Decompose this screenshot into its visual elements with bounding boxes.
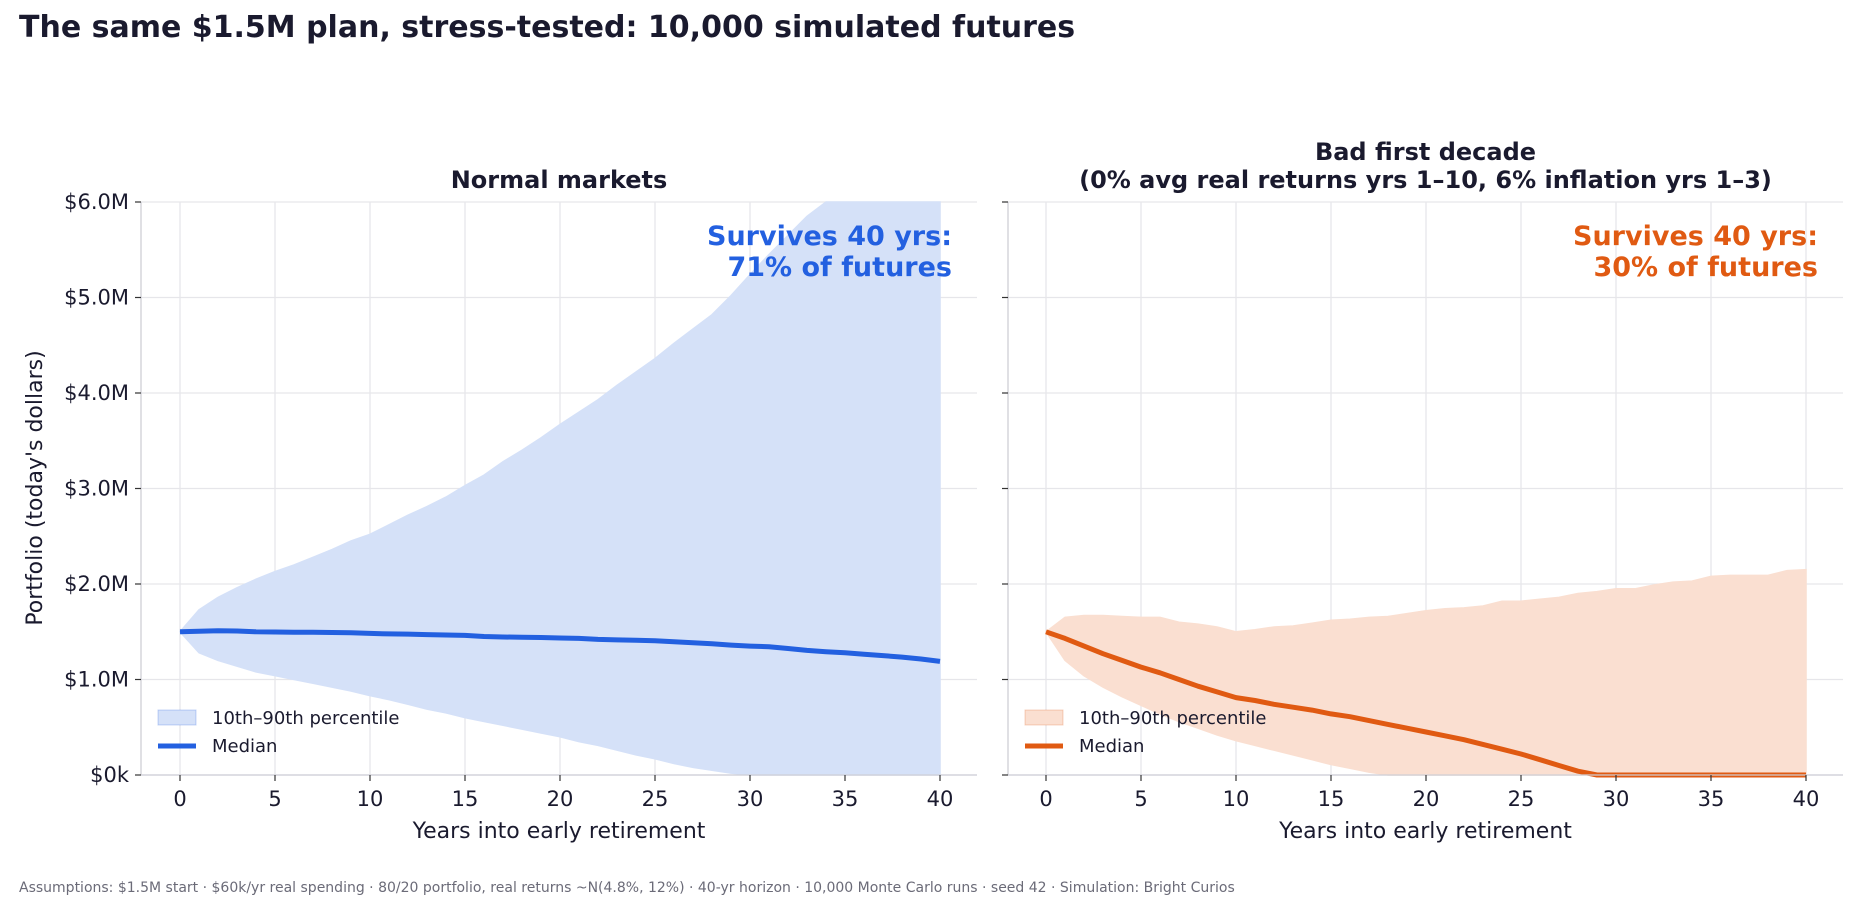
legend-band-swatch — [1024, 709, 1064, 726]
legend-band-label: 10th–90th percentile — [1079, 708, 1266, 729]
panel-title: Bad first decade (0% avg real returns yrs… — [1079, 138, 1772, 194]
y-tick-marks — [1002, 201, 1008, 776]
panel-title: Normal markets — [451, 166, 668, 194]
panel-title-line: Normal markets — [451, 166, 668, 194]
y-axis-label: Portfolio (today's dollars) — [23, 350, 48, 625]
x-tick-label: 30 — [1603, 787, 1630, 811]
legend-band-label: 10th–90th percentile — [212, 708, 399, 729]
x-axis-label: Years into early retirement — [412, 819, 706, 844]
legend-band-swatch — [157, 709, 197, 726]
median-line — [179, 628, 941, 664]
x-tick-label: 25 — [642, 787, 669, 811]
x-tick-label: 5 — [1134, 787, 1147, 811]
y-tick-labels: $0k $1.0M $2.0M $3.0M $4.0M $5.0M $6.0M — [64, 190, 141, 787]
x-tick-label: 40 — [927, 787, 954, 811]
y-tick-label: $5.0M — [64, 286, 129, 310]
x-tick-label: 35 — [832, 787, 859, 811]
y-tick-label: $4.0M — [64, 381, 129, 405]
panel-title-line: (0% avg real returns yrs 1–10, 6% inflat… — [1079, 166, 1772, 194]
annotation-line: 30% of futures — [1593, 252, 1818, 283]
assumptions-footnote: Assumptions: $1.5M start · $60k/yr real … — [19, 880, 1235, 896]
y-tick-label: $6.0M — [64, 190, 129, 214]
x-tick-label: 10 — [357, 787, 384, 811]
survival-annotation: Survives 40 yrs: 30% of futures — [1573, 221, 1818, 283]
y-tick-label: $0k — [90, 763, 130, 787]
y-tick-label: $3.0M — [64, 477, 129, 501]
x-tick-label: 15 — [1318, 787, 1345, 811]
x-tick-label: 20 — [1413, 787, 1440, 811]
x-tick-label: 25 — [1508, 787, 1535, 811]
annotation-line: Survives 40 yrs: — [1573, 221, 1818, 252]
x-axis-label: Years into early retirement — [1278, 819, 1572, 844]
x-tick-label: 5 — [268, 787, 281, 811]
panel-title-line: Bad first decade — [1315, 138, 1536, 166]
x-tick-label: 30 — [737, 787, 764, 811]
x-tick-label: 20 — [547, 787, 574, 811]
y-tick-label: $1.0M — [64, 668, 129, 692]
x-tick-label: 35 — [1698, 787, 1725, 811]
x-tick-labels: 0 5 10 15 20 25 30 35 40 — [1039, 775, 1819, 811]
legend: 10th–90th percentile Median — [157, 708, 399, 757]
figure-title: The same $1.5M plan, stress-tested: 10,0… — [19, 10, 1076, 45]
y-tick-label: $2.0M — [64, 572, 129, 596]
x-tick-label: 40 — [1793, 787, 1820, 811]
x-tick-labels: 0 5 10 15 20 25 30 35 40 — [173, 775, 953, 811]
survival-annotation: Survives 40 yrs: 71% of futures — [707, 221, 952, 283]
panel-normal-markets: $0k $1.0M $2.0M $3.0M $4.0M $5.0M $6.0M 0 5 10 15… — [23, 166, 977, 844]
legend-line-label: Median — [212, 736, 277, 757]
x-tick-label: 0 — [1039, 787, 1052, 811]
annotation-line: Survives 40 yrs: — [707, 221, 952, 252]
x-tick-label: 15 — [452, 787, 479, 811]
percentile-band — [1044, 568, 1807, 776]
x-tick-label: 10 — [1223, 787, 1250, 811]
legend: 10th–90th percentile Median — [1024, 708, 1266, 757]
legend-line-label: Median — [1079, 736, 1144, 757]
x-tick-label: 0 — [173, 787, 186, 811]
panel-bad-first-decade: 0 5 10 15 20 25 30 35 40 Bad first decade (0% avg… — [1002, 138, 1843, 844]
annotation-line: 71% of futures — [727, 252, 952, 283]
